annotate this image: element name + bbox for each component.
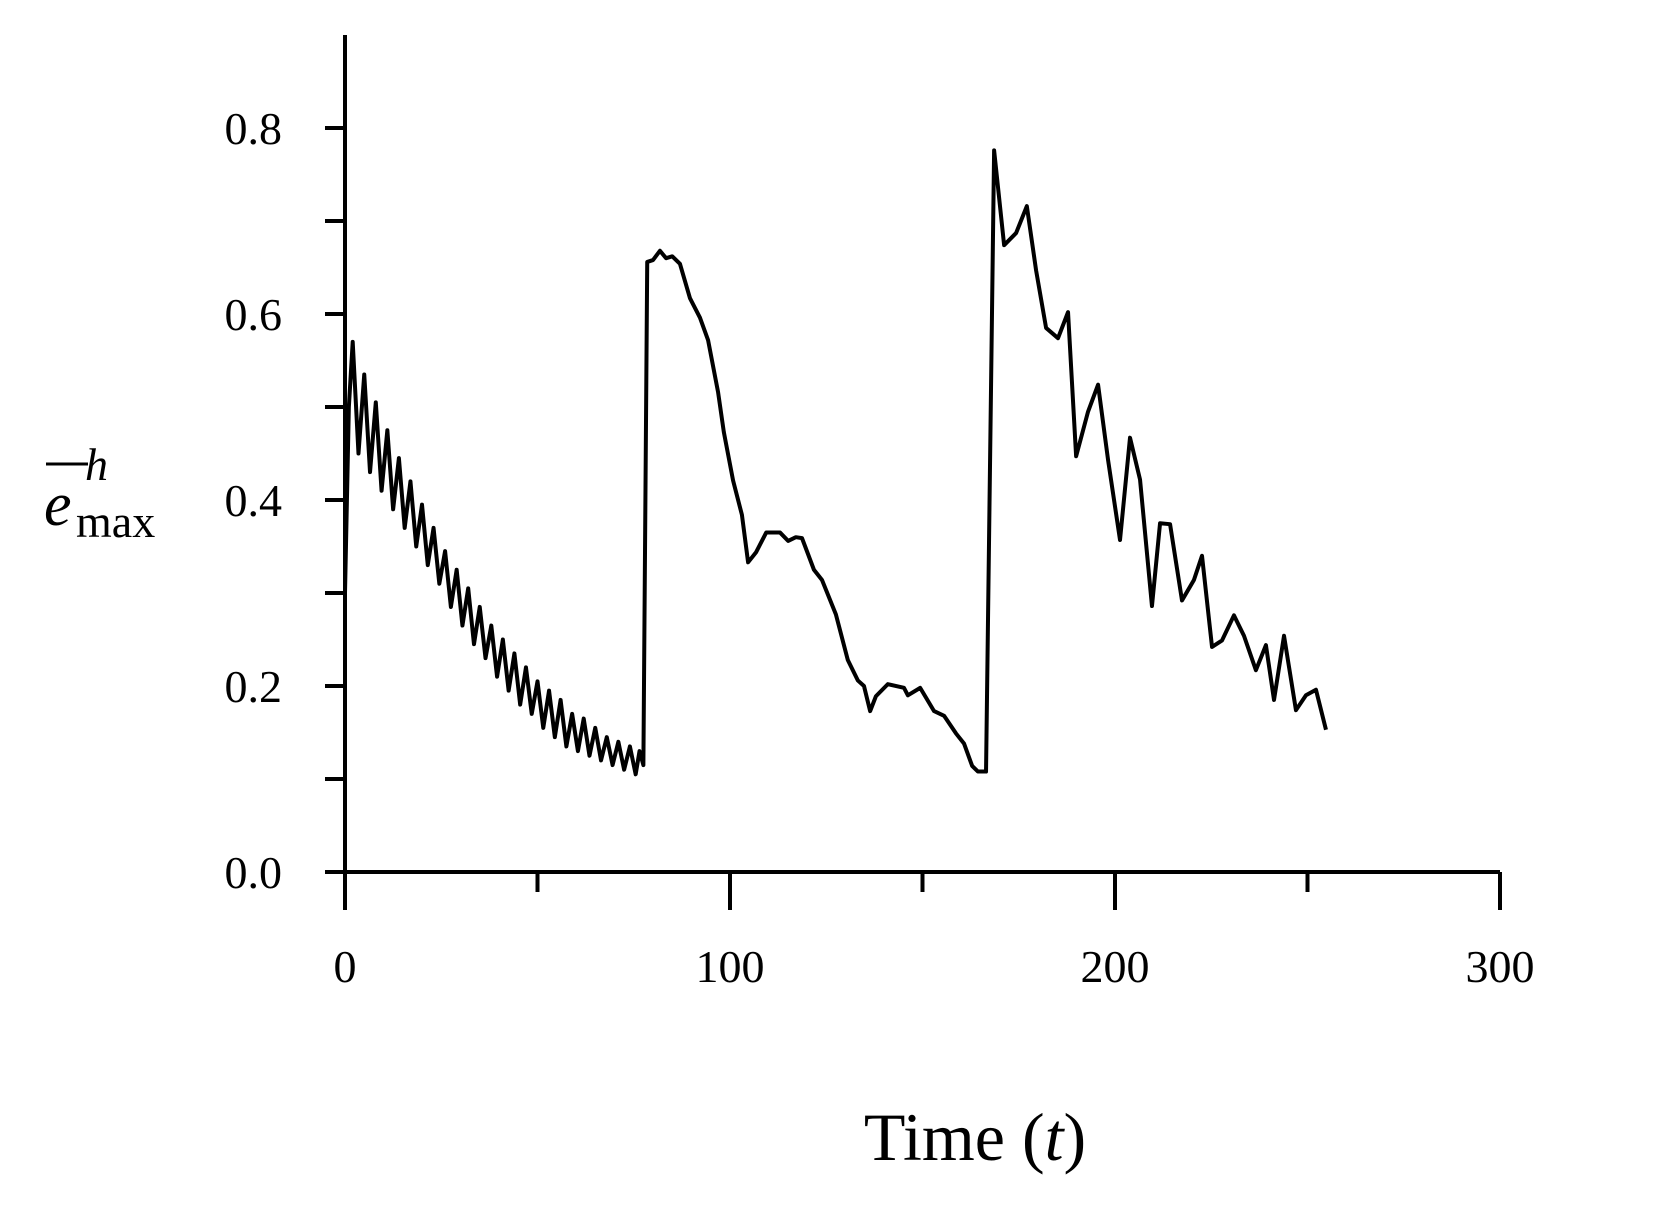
y-tick-label: 0.0 bbox=[225, 847, 283, 898]
x-tick-label: 300 bbox=[1466, 941, 1535, 992]
data-line bbox=[343, 148, 1328, 777]
y-tick-label: 0.2 bbox=[225, 661, 283, 712]
y-tick-label: 0.8 bbox=[225, 103, 283, 154]
x-tick-label: 0 bbox=[334, 941, 357, 992]
x-axis-label: Time (t) bbox=[864, 1099, 1086, 1175]
x-label-text: ) bbox=[1064, 1099, 1087, 1175]
y-tick-label: 0.6 bbox=[225, 289, 283, 340]
y-label-sub: max bbox=[76, 496, 155, 547]
y-label-base: e bbox=[44, 471, 72, 539]
y-axis-label: e h max bbox=[44, 439, 155, 547]
y-tick-label: 0.4 bbox=[225, 475, 283, 526]
y-label-sup: h bbox=[85, 439, 108, 490]
x-label-var: t bbox=[1045, 1099, 1066, 1175]
x-tick-label: 200 bbox=[1081, 941, 1150, 992]
x-tick-label: 100 bbox=[696, 941, 765, 992]
x-label-text: Time ( bbox=[864, 1099, 1045, 1175]
